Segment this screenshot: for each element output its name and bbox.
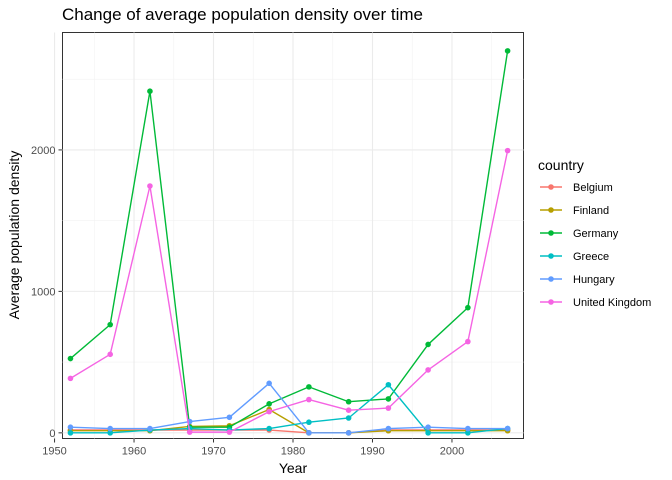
- data-point-greece: [345, 415, 352, 421]
- y-axis: 0 1000 2000: [31, 145, 63, 440]
- data-point-greece: [465, 430, 471, 436]
- data-point-germany: [465, 304, 471, 311]
- data-point-united-kingdom: [385, 405, 392, 411]
- series-line-greece: [70, 384, 508, 434]
- legend-key-dot: [548, 230, 554, 236]
- data-point-united-kingdom: [226, 429, 233, 435]
- data-point-germany: [345, 398, 352, 405]
- legend-item-finland: Finland: [540, 205, 609, 217]
- data-point-hungary: [67, 424, 74, 430]
- grid-lines: [54, 32, 524, 439]
- legend-item-united-kingdom: United Kingdom: [540, 297, 651, 309]
- data-point-hungary: [504, 425, 511, 432]
- data-point-hungary: [465, 425, 471, 432]
- data-point-hungary: [345, 430, 352, 436]
- data-point-hungary: [385, 425, 392, 432]
- data-point-germany: [425, 341, 431, 348]
- x-axis-title: Year: [279, 460, 308, 476]
- x-tick-label: 1980: [281, 446, 305, 458]
- legend-item-germany: Germany: [540, 228, 619, 240]
- x-tick-label: 2000: [440, 446, 464, 458]
- legend-key-dot: [548, 207, 554, 213]
- data-point-germany: [266, 401, 272, 407]
- data-point-united-kingdom: [67, 375, 74, 382]
- legend-item-greece: Greece: [540, 251, 609, 263]
- legend-key-dot: [548, 184, 554, 190]
- data-point-greece: [67, 430, 74, 436]
- data-point-greece: [385, 381, 392, 388]
- y-tick-label: 2000: [31, 145, 55, 157]
- legend: country Belgium Finland Germany Greece Hunga…: [538, 157, 651, 309]
- legend-label: Finland: [573, 205, 609, 217]
- data-point-united-kingdom: [504, 147, 511, 154]
- legend-label: Greece: [573, 251, 609, 263]
- data-point-greece: [425, 430, 431, 436]
- y-tick-label: 1000: [31, 286, 55, 298]
- data-point-hungary: [306, 430, 312, 436]
- series-united-kingdom: [67, 147, 511, 435]
- legend-key-dot: [548, 276, 554, 282]
- chart-title: Change of average population density ove…: [62, 5, 423, 24]
- data-point-greece: [107, 430, 113, 436]
- legend-label: Belgium: [573, 182, 613, 194]
- legend-item-belgium: Belgium: [540, 182, 613, 194]
- series-line-united-kingdom: [70, 150, 509, 433]
- legend-title: country: [538, 157, 584, 173]
- x-tick-label: 1990: [360, 446, 384, 458]
- legend-key-dot: [548, 253, 554, 259]
- data-point-hungary: [107, 425, 113, 432]
- data-point-united-kingdom: [306, 396, 312, 403]
- data-point-germany: [504, 48, 511, 54]
- data-point-germany: [385, 396, 392, 402]
- y-axis-title: Average population density: [6, 151, 22, 320]
- legend-label: Germany: [573, 228, 619, 240]
- data-point-hungary: [425, 424, 431, 430]
- data-point-united-kingdom: [186, 429, 193, 435]
- data-point-united-kingdom: [425, 367, 431, 373]
- legend-item-hungary: Hungary: [540, 274, 615, 286]
- data-point-greece: [266, 425, 272, 432]
- legend-label: United Kingdom: [573, 297, 651, 309]
- data-point-united-kingdom: [345, 407, 352, 414]
- data-point-germany: [147, 88, 153, 95]
- x-tick-label: 1970: [201, 446, 225, 458]
- y-tick-label: 0: [49, 428, 55, 440]
- data-point-united-kingdom: [266, 408, 272, 415]
- data-point-hungary: [147, 425, 153, 432]
- x-tick-label: 1950: [42, 446, 66, 458]
- series-layer: [67, 48, 511, 436]
- data-point-hungary: [226, 414, 233, 421]
- x-tick-label: 1960: [122, 446, 146, 458]
- series-line-germany: [69, 50, 509, 428]
- series-line-hungary: [70, 382, 508, 434]
- data-point-greece: [306, 419, 312, 426]
- data-point-germany: [306, 384, 312, 390]
- x-axis: 1950 1960 1970 1980 1990 2000: [42, 438, 464, 458]
- series-germany: [67, 48, 511, 430]
- data-point-germany: [67, 355, 74, 362]
- series-hungary: [67, 380, 511, 436]
- data-point-germany: [107, 321, 113, 328]
- legend-key-dot: [548, 299, 554, 305]
- data-point-united-kingdom: [465, 338, 471, 345]
- legend-label: Hungary: [573, 274, 615, 286]
- data-point-united-kingdom: [107, 351, 113, 358]
- data-point-hungary: [266, 380, 272, 387]
- data-point-united-kingdom: [147, 183, 153, 189]
